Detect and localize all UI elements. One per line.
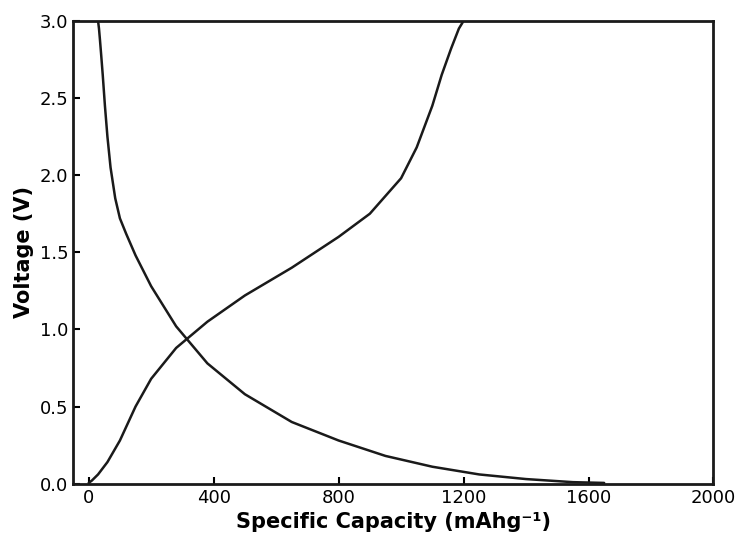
X-axis label: Specific Capacity (mAhg⁻¹): Specific Capacity (mAhg⁻¹) bbox=[236, 512, 550, 532]
Y-axis label: Voltage (V): Voltage (V) bbox=[14, 186, 34, 318]
